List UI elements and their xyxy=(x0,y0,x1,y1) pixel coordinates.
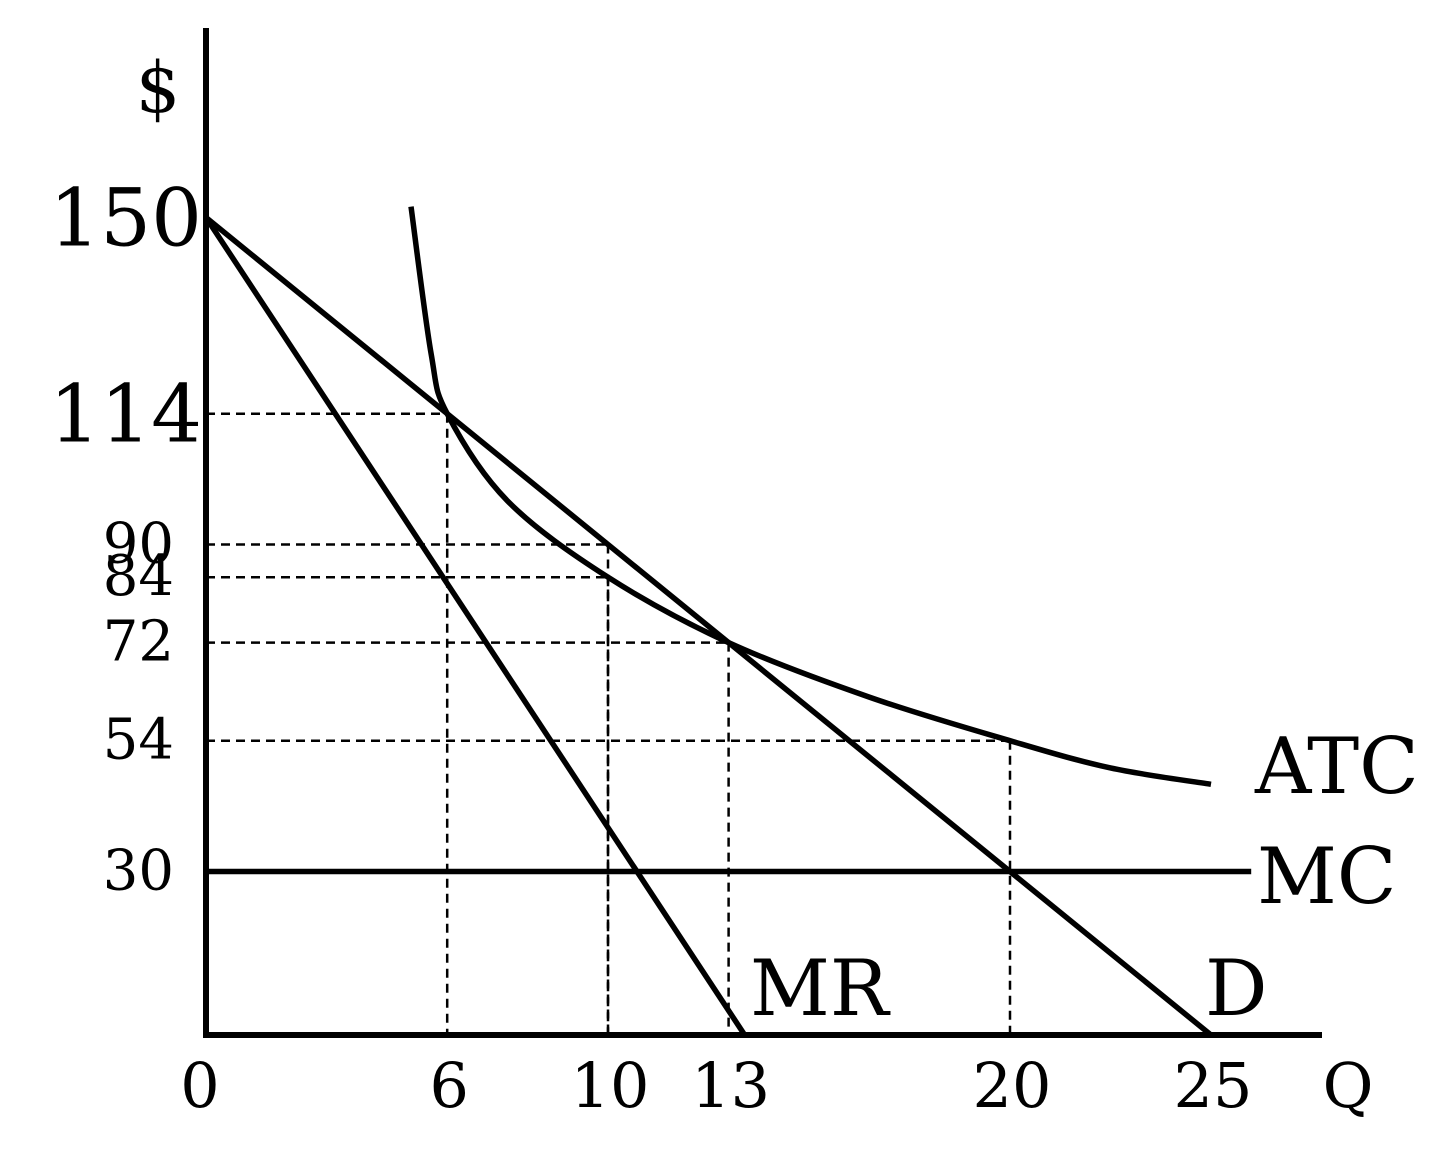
y-tick-label-84: 84 xyxy=(103,544,174,609)
origin-label: 0 xyxy=(180,1049,219,1122)
x-axis-label: Q xyxy=(1323,1049,1374,1122)
y-tick-label-90: 90 xyxy=(103,512,174,577)
dashed-guides xyxy=(206,412,1012,1035)
x-tick-label-13: 13 xyxy=(691,1049,770,1122)
axes xyxy=(203,28,1322,1038)
y-tick-label-54: 54 xyxy=(103,708,174,773)
x-tick-label-10: 10 xyxy=(571,1049,650,1122)
x-tick-label-6: 6 xyxy=(429,1049,468,1122)
series-label-d: D xyxy=(1205,944,1268,1034)
y-tick-label-30: 30 xyxy=(103,839,174,904)
y-axis-label: $ xyxy=(136,47,181,129)
y-tick-label-150: 150 xyxy=(49,172,202,265)
x-tick-label-25: 25 xyxy=(1174,1049,1253,1122)
series-label-mc: MC xyxy=(1257,832,1397,922)
curve-mr xyxy=(203,215,747,1037)
series-label-atc: ATC xyxy=(1254,722,1419,812)
y-tick-label-72: 72 xyxy=(103,610,174,675)
x-tick-label-20: 20 xyxy=(973,1049,1052,1122)
series-labels: D MR MC ATC xyxy=(750,722,1419,1034)
series-label-mr: MR xyxy=(750,944,891,1034)
y-tick-label-114: 114 xyxy=(49,368,202,461)
curve-d xyxy=(204,215,1213,1038)
curve-atc xyxy=(408,206,1212,788)
curves xyxy=(203,206,1252,1038)
